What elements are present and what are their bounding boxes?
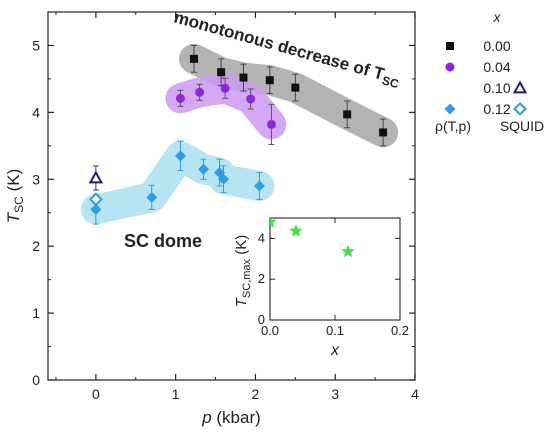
point-004-3	[246, 94, 256, 104]
x-axis-title: p (kbar)	[201, 408, 261, 427]
y-tick-label: 0	[32, 372, 40, 388]
inset-y-tick-label: 2	[258, 271, 265, 286]
legend-method-squid: SQUID	[500, 118, 544, 134]
point-012-1	[146, 191, 158, 203]
inset-y-tick-label: 4	[258, 230, 265, 245]
point-004-4	[266, 119, 276, 129]
legend-header: x	[493, 9, 502, 25]
x-tick-label: 1	[172, 386, 180, 402]
legend-marker-0	[446, 42, 454, 50]
legend-label-2: 0.10	[483, 80, 510, 96]
inset-x-tick-label: 0.2	[391, 323, 409, 338]
data-points	[88, 54, 388, 215]
point-012-6	[253, 180, 265, 192]
inset-star-1	[289, 224, 303, 237]
x-tick-label: 3	[331, 386, 339, 402]
legend-marker-1	[445, 62, 455, 72]
annotation-sc-dome: SC dome	[124, 231, 202, 251]
legend: x 0.00 0.04 0.10 0.12 ρ(T,p) SQUID	[435, 9, 544, 134]
point-012-2	[174, 150, 186, 162]
plot-frame	[47, 11, 416, 381]
point-004-0	[175, 93, 185, 103]
band-3	[80, 140, 275, 225]
y-axis-title: TSC (K)	[4, 169, 26, 223]
inset-chart: 0.0 0.1 0.2 0 2 4 x TSC,max (K)	[224, 214, 409, 360]
y-tick-label: 5	[32, 37, 40, 53]
y-tick-label: 4	[32, 104, 40, 120]
legend-method-rho: ρ(T,p)	[435, 118, 471, 134]
legend-label-3: 0.12	[483, 101, 510, 117]
point-004-1	[195, 87, 205, 97]
inset-y-axis-title: TSC,max (K)	[233, 235, 253, 307]
point-012-0	[88, 192, 103, 207]
point-000-5	[343, 110, 352, 119]
legend-label-0: 0.00	[483, 38, 510, 54]
y-tick-label: 1	[32, 305, 40, 321]
legend-marker-squid-0.12	[513, 102, 527, 116]
point-000-1	[217, 68, 226, 77]
legend-marker-3	[444, 103, 456, 115]
inset-star-0	[270, 218, 277, 228]
band-1	[165, 73, 287, 140]
inset-star-2	[341, 244, 355, 258]
inset-background	[224, 214, 406, 360]
point-012-3	[198, 163, 210, 175]
point-000-2	[239, 73, 248, 82]
point-000-3	[265, 76, 274, 85]
x-tick-label: 2	[252, 386, 260, 402]
y-tick-label: 2	[32, 238, 40, 254]
inset-x-tick-label: 0.1	[326, 323, 344, 338]
point-004-2	[220, 83, 230, 93]
point-010-0	[88, 170, 104, 184]
y-tick-label: 3	[32, 171, 40, 187]
x-tick-label: 4	[411, 386, 419, 402]
legend-label-1: 0.04	[483, 59, 510, 75]
point-012-5	[218, 173, 230, 185]
x-tick-label: 0	[92, 386, 100, 402]
inset-x-tick-label: 0.0	[261, 323, 279, 338]
inset-points	[270, 218, 355, 258]
point-000-4	[291, 83, 300, 92]
main-axes: 0 1 2 3 4 0 1 2 3 4 5 p (kbar) TSC (K)	[4, 11, 419, 427]
point-012-0	[90, 203, 102, 215]
point-000-6	[379, 128, 388, 137]
inset-y-tick-label: 0	[258, 312, 265, 327]
inset-x-axis-title: x	[330, 342, 340, 359]
point-000-0	[190, 54, 199, 63]
legend-marker-2	[512, 80, 528, 94]
